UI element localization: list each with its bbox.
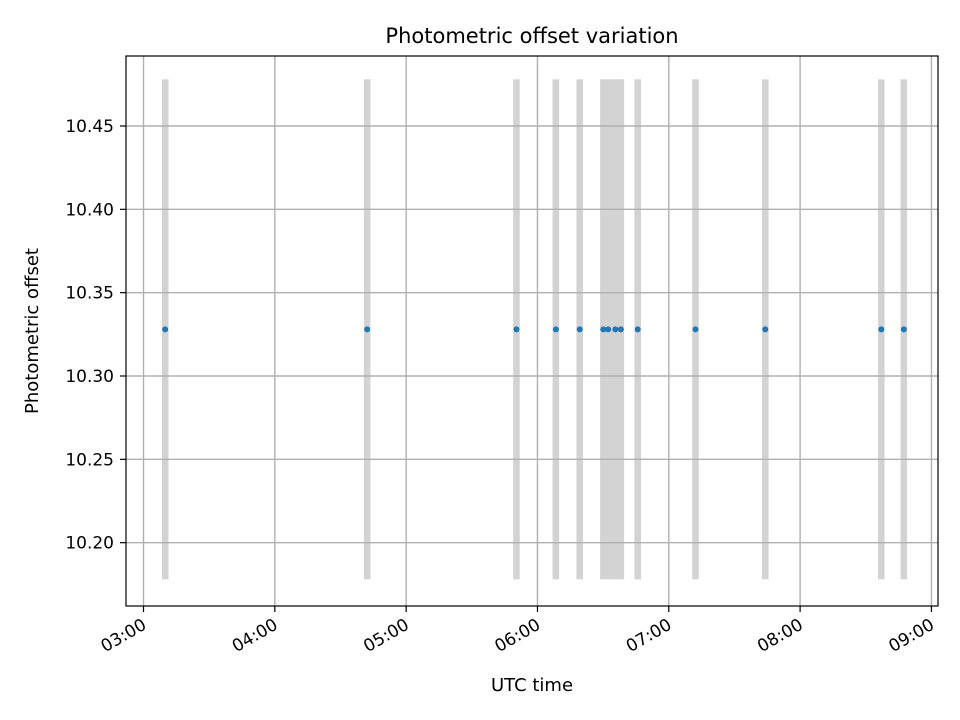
- chart-title: Photometric offset variation: [385, 24, 678, 48]
- y-tick-label: 10.20: [65, 534, 114, 554]
- data-point: [162, 326, 169, 333]
- y-axis-title: Photometric offset: [22, 248, 43, 414]
- y-tick-label: 10.30: [65, 367, 114, 387]
- y-tick-label: 10.45: [65, 117, 114, 137]
- data-point: [617, 326, 624, 333]
- data-point: [513, 326, 520, 333]
- data-point: [552, 326, 559, 333]
- y-tick-label: 10.25: [65, 450, 114, 470]
- data-point: [692, 326, 699, 333]
- plot-area-frame: [125, 55, 939, 607]
- data-point: [878, 326, 885, 333]
- data-point: [600, 326, 607, 333]
- x-axis-title: UTC time: [491, 675, 573, 696]
- data-point: [612, 326, 619, 333]
- data-points: [162, 326, 907, 333]
- data-point: [576, 326, 583, 333]
- data-point: [900, 326, 907, 333]
- data-point: [762, 326, 769, 333]
- data-point: [634, 326, 641, 333]
- grid-lines: [126, 56, 938, 606]
- data-point: [605, 326, 612, 333]
- y-tick-label: 10.35: [65, 284, 114, 304]
- data-point: [364, 326, 371, 333]
- y-tick-label: 10.40: [65, 200, 114, 220]
